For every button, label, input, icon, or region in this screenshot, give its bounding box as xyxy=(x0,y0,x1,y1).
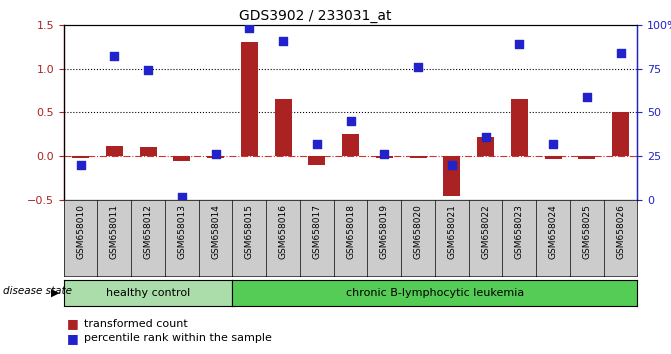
Text: ■: ■ xyxy=(67,318,79,330)
Text: GSM658023: GSM658023 xyxy=(515,204,524,259)
Bar xyxy=(140,147,156,156)
Text: disease state: disease state xyxy=(3,286,72,296)
Text: transformed count: transformed count xyxy=(84,319,188,329)
Text: GSM658024: GSM658024 xyxy=(549,204,558,258)
Point xyxy=(413,64,423,70)
Text: ■: ■ xyxy=(67,332,79,344)
Point xyxy=(514,41,525,47)
Bar xyxy=(207,156,224,158)
Bar xyxy=(274,99,291,156)
Text: GSM658014: GSM658014 xyxy=(211,204,220,259)
Point xyxy=(446,162,457,168)
Text: GSM658012: GSM658012 xyxy=(144,204,152,259)
Point xyxy=(582,94,592,99)
Bar xyxy=(173,156,191,161)
Text: GSM658021: GSM658021 xyxy=(448,204,456,259)
Point xyxy=(379,152,390,157)
Point xyxy=(345,118,356,124)
Bar xyxy=(578,156,595,159)
Text: GSM658010: GSM658010 xyxy=(76,204,85,259)
Bar xyxy=(106,146,123,156)
Bar xyxy=(545,156,562,159)
Point xyxy=(548,141,558,147)
Text: GSM658015: GSM658015 xyxy=(245,204,254,259)
Text: chronic B-lymphocytic leukemia: chronic B-lymphocytic leukemia xyxy=(346,288,524,298)
Point xyxy=(143,68,154,73)
Point xyxy=(244,25,255,31)
Bar xyxy=(72,156,89,158)
Text: GSM658020: GSM658020 xyxy=(413,204,423,259)
Bar xyxy=(477,137,494,156)
Bar xyxy=(342,134,359,156)
Text: percentile rank within the sample: percentile rank within the sample xyxy=(84,333,272,343)
Text: GSM658026: GSM658026 xyxy=(616,204,625,259)
Bar xyxy=(444,156,460,196)
Bar xyxy=(410,156,427,158)
Text: GSM658025: GSM658025 xyxy=(582,204,591,259)
Bar xyxy=(511,99,528,156)
Point xyxy=(210,152,221,157)
Text: healthy control: healthy control xyxy=(106,288,191,298)
Point xyxy=(480,134,491,140)
Point xyxy=(75,162,86,168)
Text: GSM658019: GSM658019 xyxy=(380,204,389,259)
Point xyxy=(278,38,289,44)
Bar xyxy=(309,156,325,165)
Text: GSM658018: GSM658018 xyxy=(346,204,355,259)
Point xyxy=(615,50,626,56)
Point xyxy=(109,53,119,59)
Text: GSM658017: GSM658017 xyxy=(312,204,321,259)
Bar xyxy=(241,42,258,156)
Bar xyxy=(612,113,629,156)
Bar xyxy=(376,156,393,158)
Text: GSM658013: GSM658013 xyxy=(177,204,187,259)
Text: GDS3902 / 233031_at: GDS3902 / 233031_at xyxy=(239,9,392,23)
Point xyxy=(176,194,187,199)
Text: GSM658016: GSM658016 xyxy=(278,204,288,259)
Text: GSM658022: GSM658022 xyxy=(481,204,490,258)
Text: ▶: ▶ xyxy=(52,288,60,298)
Text: GSM658011: GSM658011 xyxy=(110,204,119,259)
Point xyxy=(311,141,322,147)
